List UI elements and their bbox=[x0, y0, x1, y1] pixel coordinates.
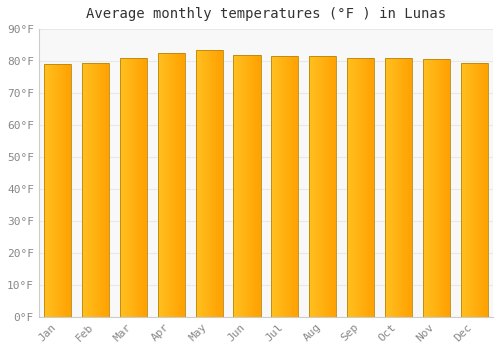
Bar bbox=[309, 56, 336, 317]
Bar bbox=[234, 55, 260, 317]
Bar bbox=[271, 56, 298, 317]
Title: Average monthly temperatures (°F ) in Lunas: Average monthly temperatures (°F ) in Lu… bbox=[86, 7, 446, 21]
Bar bbox=[422, 60, 450, 317]
Bar bbox=[158, 53, 185, 317]
Bar bbox=[460, 63, 488, 317]
Bar bbox=[385, 58, 412, 317]
Bar bbox=[44, 64, 72, 317]
Bar bbox=[120, 58, 147, 317]
Bar bbox=[196, 50, 223, 317]
Bar bbox=[82, 63, 109, 317]
Bar bbox=[347, 58, 374, 317]
